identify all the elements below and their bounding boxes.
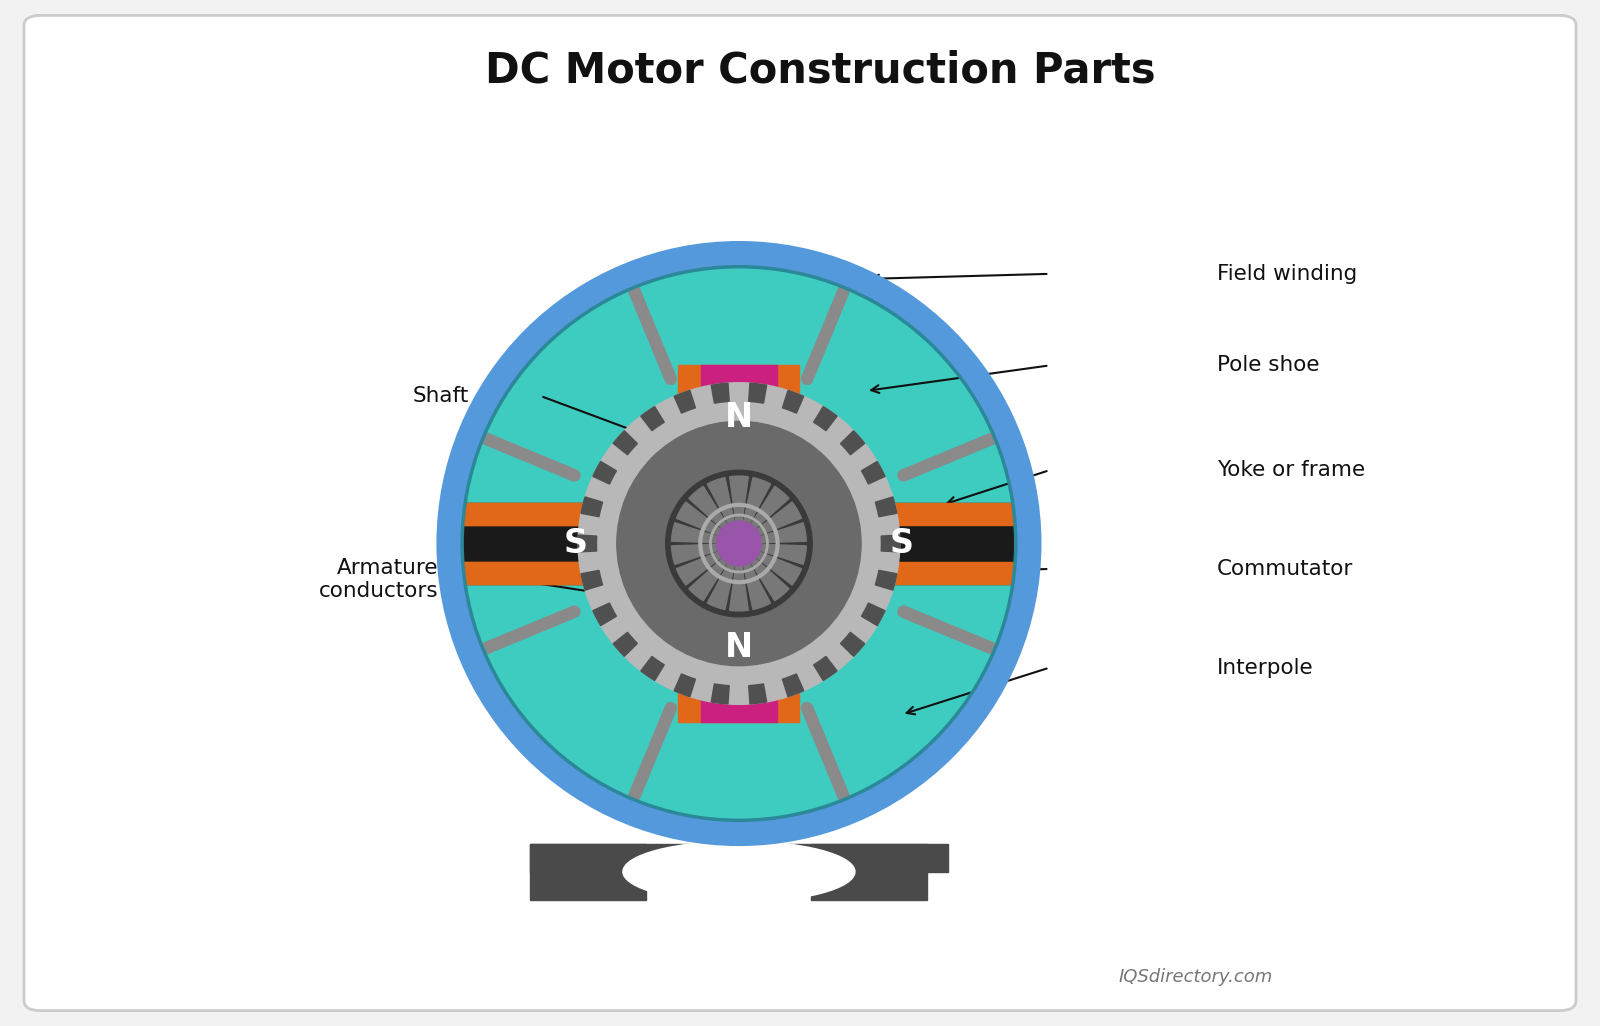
Circle shape bbox=[578, 383, 899, 704]
Circle shape bbox=[450, 253, 1029, 833]
Text: DC Motor Construction Parts: DC Motor Construction Parts bbox=[485, 49, 1155, 91]
Polygon shape bbox=[613, 632, 637, 657]
Wedge shape bbox=[739, 544, 806, 564]
Polygon shape bbox=[814, 657, 837, 680]
Text: Armature
conductors: Armature conductors bbox=[318, 557, 438, 601]
Wedge shape bbox=[730, 544, 749, 610]
Polygon shape bbox=[712, 684, 730, 704]
Bar bbox=[784, 503, 1019, 584]
Text: Shaft: Shaft bbox=[413, 386, 469, 406]
Text: N: N bbox=[725, 631, 754, 665]
Bar bbox=[765, 492, 784, 594]
Polygon shape bbox=[861, 462, 885, 484]
Bar bbox=[784, 562, 1019, 584]
Wedge shape bbox=[739, 477, 771, 544]
Text: Field winding: Field winding bbox=[1218, 264, 1357, 284]
Bar bbox=[784, 503, 1019, 525]
Bar bbox=[530, 843, 947, 872]
Text: N: N bbox=[725, 400, 754, 434]
FancyBboxPatch shape bbox=[530, 843, 646, 900]
Polygon shape bbox=[749, 684, 766, 704]
Circle shape bbox=[717, 521, 762, 566]
Text: Yoke or frame: Yoke or frame bbox=[1218, 461, 1365, 480]
Ellipse shape bbox=[622, 841, 854, 902]
Text: Interpole: Interpole bbox=[1218, 658, 1314, 678]
Wedge shape bbox=[730, 476, 749, 544]
Polygon shape bbox=[875, 497, 898, 517]
Polygon shape bbox=[594, 603, 616, 626]
Wedge shape bbox=[739, 522, 806, 544]
Bar bbox=[459, 503, 693, 525]
Wedge shape bbox=[739, 544, 802, 585]
Bar bbox=[693, 492, 714, 594]
Bar bbox=[459, 503, 693, 584]
Polygon shape bbox=[581, 497, 603, 517]
Wedge shape bbox=[690, 544, 739, 600]
Polygon shape bbox=[640, 657, 664, 680]
Bar bbox=[678, 365, 800, 513]
Polygon shape bbox=[882, 536, 899, 552]
Wedge shape bbox=[739, 486, 789, 544]
Bar bbox=[459, 562, 693, 584]
Polygon shape bbox=[782, 391, 803, 413]
Circle shape bbox=[666, 470, 813, 617]
Polygon shape bbox=[875, 570, 898, 590]
Wedge shape bbox=[739, 544, 771, 609]
Bar bbox=[678, 575, 800, 721]
Polygon shape bbox=[840, 632, 864, 657]
Text: Pole shoe: Pole shoe bbox=[1218, 355, 1320, 376]
Polygon shape bbox=[840, 431, 864, 455]
Text: S: S bbox=[890, 527, 914, 560]
Wedge shape bbox=[672, 544, 739, 564]
Text: Commutator: Commutator bbox=[1218, 559, 1354, 579]
Polygon shape bbox=[749, 383, 766, 403]
Polygon shape bbox=[782, 674, 803, 697]
Polygon shape bbox=[814, 406, 837, 431]
Wedge shape bbox=[690, 486, 739, 544]
Bar bbox=[688, 544, 790, 579]
Bar bbox=[701, 575, 778, 721]
Wedge shape bbox=[672, 522, 739, 544]
Text: IQSdirectory.com: IQSdirectory.com bbox=[1118, 969, 1274, 986]
Circle shape bbox=[618, 422, 861, 666]
Bar bbox=[701, 365, 778, 513]
Polygon shape bbox=[613, 431, 637, 455]
Polygon shape bbox=[674, 391, 696, 413]
Polygon shape bbox=[674, 674, 696, 697]
Bar bbox=[688, 508, 790, 544]
Text: S: S bbox=[565, 527, 589, 560]
Polygon shape bbox=[581, 570, 603, 590]
Wedge shape bbox=[677, 544, 739, 585]
Polygon shape bbox=[594, 462, 616, 484]
Polygon shape bbox=[861, 603, 885, 626]
Polygon shape bbox=[578, 536, 597, 552]
Wedge shape bbox=[707, 477, 739, 544]
Bar bbox=[459, 503, 693, 525]
Wedge shape bbox=[739, 502, 802, 544]
Wedge shape bbox=[707, 544, 739, 609]
Wedge shape bbox=[677, 502, 739, 544]
Polygon shape bbox=[640, 406, 664, 431]
Polygon shape bbox=[712, 383, 730, 403]
FancyBboxPatch shape bbox=[811, 843, 928, 900]
Wedge shape bbox=[739, 544, 789, 600]
Bar bbox=[459, 562, 693, 584]
